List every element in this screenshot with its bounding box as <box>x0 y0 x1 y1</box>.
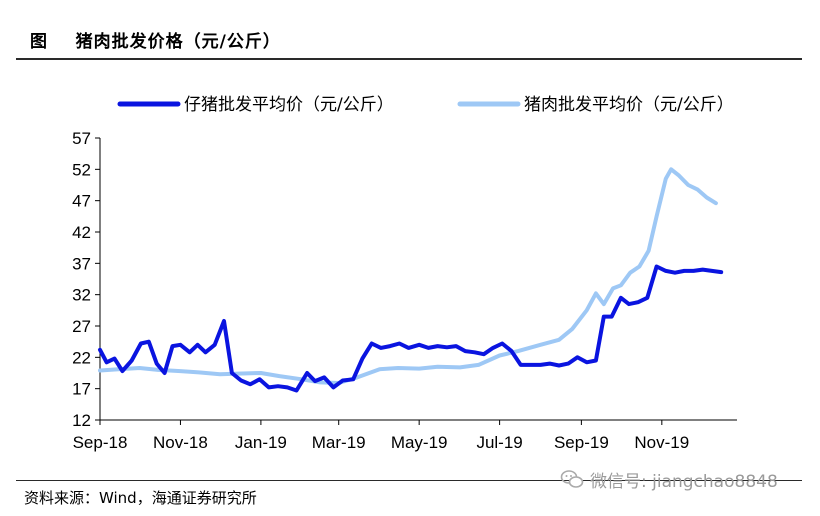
y-tick-label: 17 <box>72 380 91 399</box>
legend-label-piglet: 仔猪批发平均价（元/公斤） <box>184 95 394 115</box>
wechat-icon <box>560 470 584 488</box>
plot-area <box>98 167 724 393</box>
y-tick-label: 32 <box>72 286 91 305</box>
watermark: 微信号: jiangchao8848 <box>560 464 810 494</box>
x-tick-label: Sep-18 <box>73 433 128 452</box>
y-tick-label: 52 <box>72 160 91 179</box>
source-bar: 资料来源：Wind，海通证券研究所 <box>16 480 802 507</box>
x-tick-label: May-19 <box>391 433 448 452</box>
y-tick-label: 57 <box>72 129 91 148</box>
x-tick-label: Jan-19 <box>235 433 287 452</box>
y-tick-label: 27 <box>72 317 91 336</box>
chart-axes: 12 17 22 27 32 37 42 47 52 57 Sep-18 Nov-18 Jan-19 Ma… <box>72 129 737 452</box>
page-title: 图 猪肉批发价格（元/公斤） <box>30 32 281 52</box>
x-tick-label: Mar-19 <box>312 433 366 452</box>
x-tick-label: Nov-18 <box>153 433 208 452</box>
x-tick-label: Sep-19 <box>554 433 609 452</box>
legend: 仔猪批发平均价（元/公斤） 猪肉批发平均价（元/公斤） <box>117 95 734 115</box>
y-tick-label: 47 <box>72 192 91 211</box>
legend-label-pork: 猪肉批发平均价（元/公斤） <box>524 95 734 115</box>
watermark-text: 微信号: jiangchao8848 <box>590 471 778 492</box>
x-tick-label: Nov-19 <box>634 433 689 452</box>
y-tick-label: 37 <box>72 254 91 273</box>
series-line-piglet <box>98 264 724 393</box>
y-tick-label: 42 <box>72 223 91 242</box>
y-tick-label: 22 <box>72 348 91 367</box>
y-tick-label: 12 <box>72 411 91 430</box>
title-bar: 图 猪肉批发价格（元/公斤） <box>16 18 802 60</box>
source-note: 资料来源：Wind，海通证券研究所 <box>24 489 257 507</box>
x-tick-label: Jul-19 <box>476 433 522 452</box>
